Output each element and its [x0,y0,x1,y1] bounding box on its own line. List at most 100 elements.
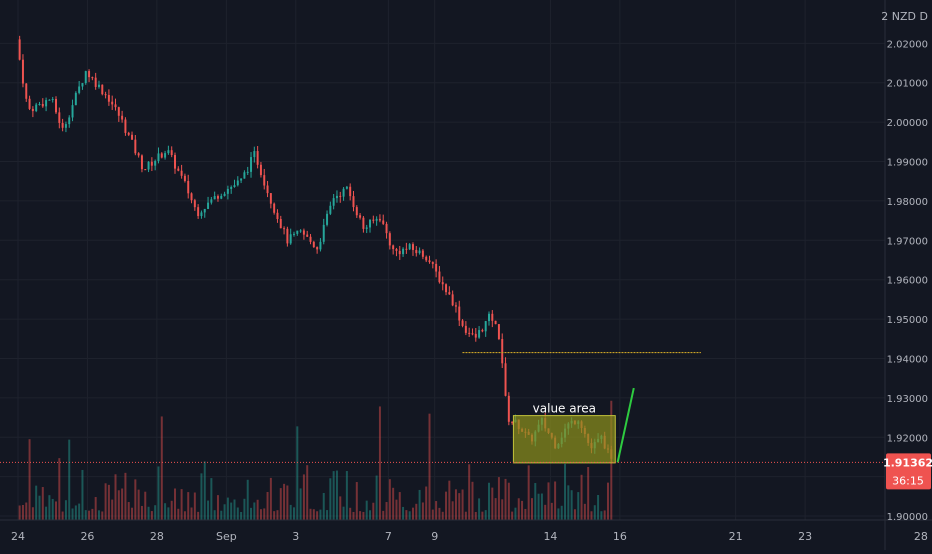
price-tick-label: 1.93000 [887,394,928,405]
candle-body [160,153,163,158]
volume-bar [137,489,140,520]
candle-body [48,99,51,101]
volume-bar [540,493,543,520]
volume-bar [48,495,51,520]
volume-bar [41,487,44,520]
candle-body [107,95,110,102]
volume-bar [372,502,375,520]
volume-bar [511,511,514,520]
volume-bar [560,505,563,520]
volume-bar [421,502,424,520]
volume-bar [507,482,510,520]
candle-body [342,188,345,197]
price-tag-countdown: 36:15 [892,474,924,487]
candle-body [91,77,94,79]
volume-bar [28,439,31,520]
candle-body [458,306,461,321]
volume-bar [97,510,100,520]
candle-body [269,193,272,204]
candle-body [18,39,21,60]
volume-bar [55,501,58,520]
candle-body [190,193,193,201]
candle-body [283,228,286,230]
candle-body [121,115,124,120]
volume-bar [590,511,593,520]
volume-bar [164,503,167,520]
candle-body [511,421,514,423]
candle-body [411,244,414,250]
volume-bar [25,502,28,520]
volume-bar [104,483,107,520]
candle-body [180,170,183,176]
candle-body [352,196,355,208]
volume-bar [21,504,24,520]
time-tick-label: 3 [292,530,299,543]
price-tick-label: 1.92000 [887,433,928,444]
value-area-box[interactable] [512,415,616,464]
candle-body [223,193,226,196]
candle-body [332,198,335,206]
candle-body [445,284,448,293]
time-axis-panel[interactable] [0,520,932,550]
candle-body [375,218,378,221]
candle-body [501,338,504,364]
value-area-label: value area [533,402,596,416]
candle-body [81,83,84,87]
volume-bar [299,488,302,520]
candle-body [84,71,87,84]
volume-bar [322,492,325,520]
volume-bar [517,498,520,520]
volume-bar [124,472,127,520]
projection-arrow-line[interactable] [616,387,635,463]
volume-bar [587,466,590,520]
candle-body [200,212,203,217]
volume-bar [583,503,586,520]
volume-bar [223,504,226,520]
candle-body [137,153,140,156]
volume-bar [279,488,282,520]
volume-bar [362,511,365,520]
candle-body [263,175,266,186]
volume-bar [484,510,487,520]
volume-bar [273,511,276,520]
time-axis-labels: 24 26 28 Sep 3 7 9 14 16 21 23 28 [11,530,928,543]
candle-body [359,215,362,218]
candle-body [174,155,176,169]
volume-bar [58,458,61,520]
volume-bar [365,500,368,520]
candle-body [58,112,61,123]
candle-body [448,292,451,295]
volume-bar [454,489,457,520]
volume-bar [603,510,606,520]
volume-bar [309,508,312,520]
volume-bar [342,506,345,520]
candle-body [140,155,143,170]
candle-body [101,84,104,95]
volume-bar [88,510,91,520]
candle-body [441,282,444,285]
candle-body [71,105,74,118]
candle-body [438,271,441,283]
volume-bar [121,488,124,520]
candle-body [253,151,256,158]
candle-body [388,233,391,246]
volume-bar [339,496,342,520]
candle-body [369,219,372,228]
candle-body [213,196,216,200]
volume-bar [425,486,428,520]
time-tick-label: 28 [914,530,928,543]
volume-bar [501,499,504,520]
candle-body [454,305,457,307]
volume-bar [111,499,114,520]
candle-body [345,186,348,189]
volume-bar [64,500,67,520]
volume-bar [332,471,335,520]
candle-body [421,250,424,257]
volume-bar [441,511,444,520]
volume-bar [375,475,378,520]
candle-body [405,248,408,250]
candle-body [38,103,41,105]
volume-bar [84,510,87,520]
